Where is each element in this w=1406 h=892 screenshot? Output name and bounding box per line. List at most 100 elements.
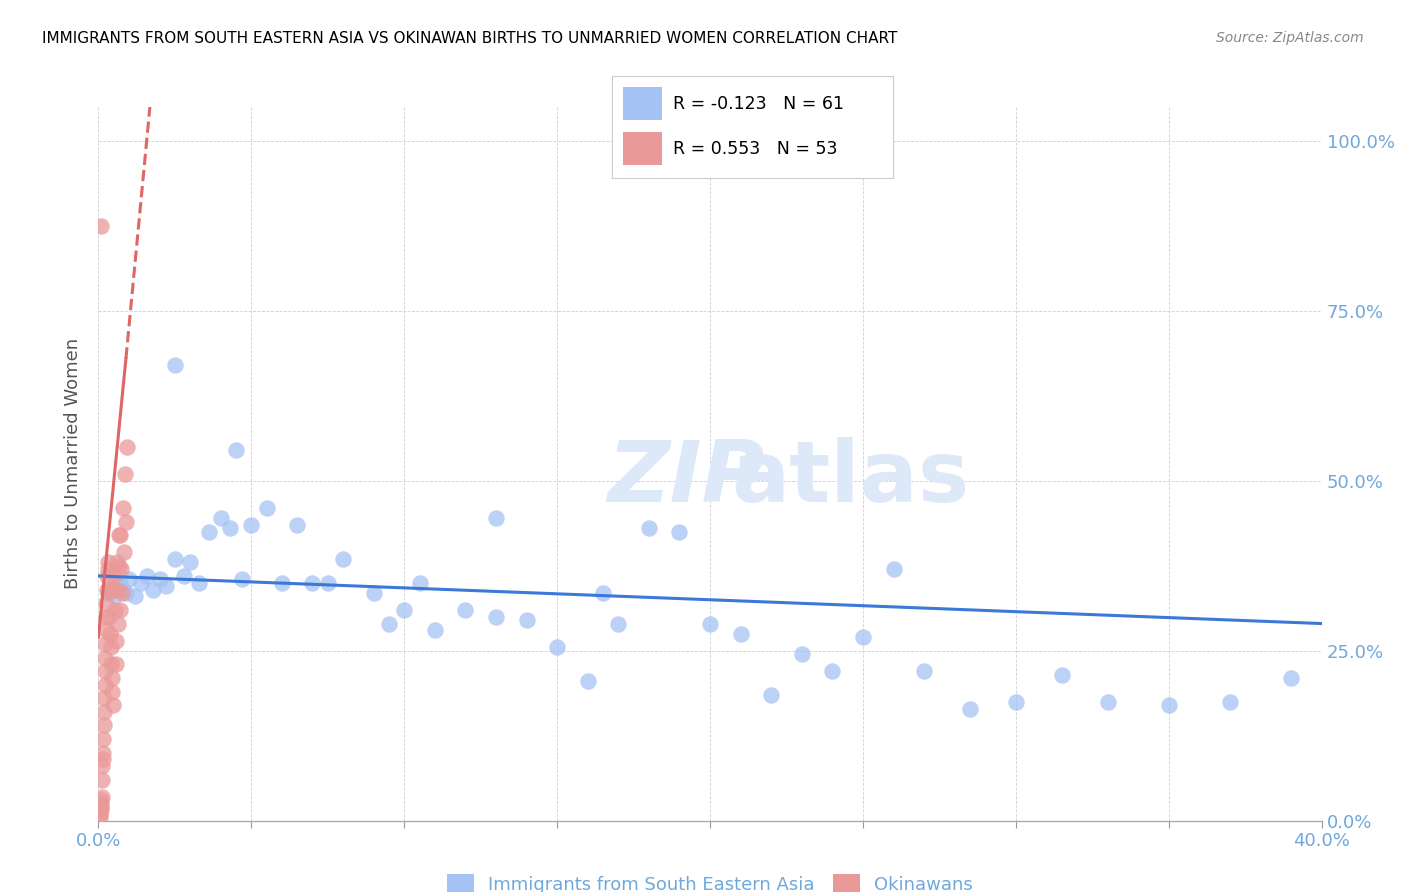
Point — [240, 518, 263, 533]
Point — [378, 616, 401, 631]
Point — [108, 603, 131, 617]
Point — [111, 586, 134, 600]
Point — [93, 678, 115, 692]
Point — [110, 562, 132, 576]
Point — [209, 511, 232, 525]
Point — [423, 624, 446, 638]
FancyBboxPatch shape — [623, 87, 662, 120]
Point — [136, 569, 159, 583]
Point — [98, 626, 121, 640]
Point — [90, 800, 112, 814]
Point — [129, 575, 152, 590]
Point — [759, 688, 782, 702]
Point — [91, 746, 114, 760]
Text: R = -0.123   N = 61: R = -0.123 N = 61 — [673, 95, 845, 112]
Point — [188, 575, 211, 590]
Point — [94, 624, 117, 638]
Point — [101, 671, 124, 685]
Point — [637, 521, 661, 535]
Point — [101, 684, 124, 698]
Point — [97, 562, 120, 576]
Point — [103, 569, 125, 583]
Point — [332, 552, 354, 566]
Point — [576, 674, 599, 689]
Point — [225, 443, 247, 458]
Point — [97, 555, 120, 569]
Point — [97, 582, 120, 597]
Point — [108, 575, 131, 590]
Point — [668, 524, 690, 539]
Point — [516, 613, 538, 627]
Point — [89, 806, 111, 821]
Point — [363, 586, 385, 600]
Point — [93, 691, 115, 706]
Point — [97, 586, 120, 600]
Point — [105, 582, 128, 597]
Point — [1050, 667, 1073, 681]
Text: IMMIGRANTS FROM SOUTH EASTERN ASIA VS OKINAWAN BIRTHS TO UNMARRIED WOMEN CORRELA: IMMIGRANTS FROM SOUTH EASTERN ASIA VS OK… — [42, 31, 897, 46]
Point — [100, 582, 122, 597]
Point — [607, 616, 630, 631]
Point — [912, 664, 935, 678]
Point — [454, 603, 477, 617]
Point — [96, 596, 118, 610]
Point — [179, 555, 201, 569]
Point — [155, 579, 177, 593]
Point — [124, 590, 146, 604]
Point — [105, 657, 128, 672]
Point — [110, 528, 132, 542]
Point — [231, 573, 253, 587]
Point — [112, 545, 135, 559]
Point — [94, 609, 117, 624]
Point — [118, 573, 141, 587]
Point — [163, 552, 186, 566]
Point — [883, 562, 905, 576]
Point — [94, 650, 117, 665]
Point — [699, 616, 721, 631]
Legend: Immigrants from South Eastern Asia, Okinawans: Immigrants from South Eastern Asia, Okin… — [447, 874, 973, 892]
Point — [91, 772, 114, 787]
Point — [316, 575, 339, 590]
Point — [117, 440, 139, 454]
Point — [91, 732, 114, 747]
Point — [107, 616, 129, 631]
Point — [392, 603, 416, 617]
Point — [105, 555, 128, 569]
Point — [219, 521, 242, 535]
Point — [142, 582, 165, 597]
Text: atlas: atlas — [731, 436, 970, 520]
Point — [98, 609, 121, 624]
Point — [115, 515, 138, 529]
Point — [94, 637, 117, 651]
Point — [149, 573, 172, 587]
Point — [91, 759, 114, 773]
Point — [197, 524, 219, 539]
Point — [94, 664, 117, 678]
Point — [107, 528, 129, 542]
Point — [173, 569, 195, 583]
Point — [485, 511, 508, 525]
Point — [1097, 695, 1119, 709]
Point — [100, 640, 122, 655]
Point — [1219, 695, 1241, 709]
Point — [111, 582, 134, 597]
Point — [90, 804, 112, 818]
Point — [852, 630, 875, 644]
Point — [1157, 698, 1180, 712]
Point — [114, 467, 136, 481]
Point — [91, 752, 114, 766]
Point — [959, 701, 981, 715]
Point — [301, 575, 323, 590]
Point — [96, 569, 118, 583]
Point — [104, 603, 127, 617]
Point — [115, 586, 138, 600]
Point — [100, 657, 122, 672]
Point — [108, 558, 131, 573]
Point — [163, 359, 186, 373]
Text: R = 0.553   N = 53: R = 0.553 N = 53 — [673, 140, 838, 158]
Point — [105, 579, 128, 593]
Point — [821, 664, 844, 678]
Point — [101, 698, 124, 712]
Point — [90, 789, 112, 804]
Point — [96, 582, 118, 597]
